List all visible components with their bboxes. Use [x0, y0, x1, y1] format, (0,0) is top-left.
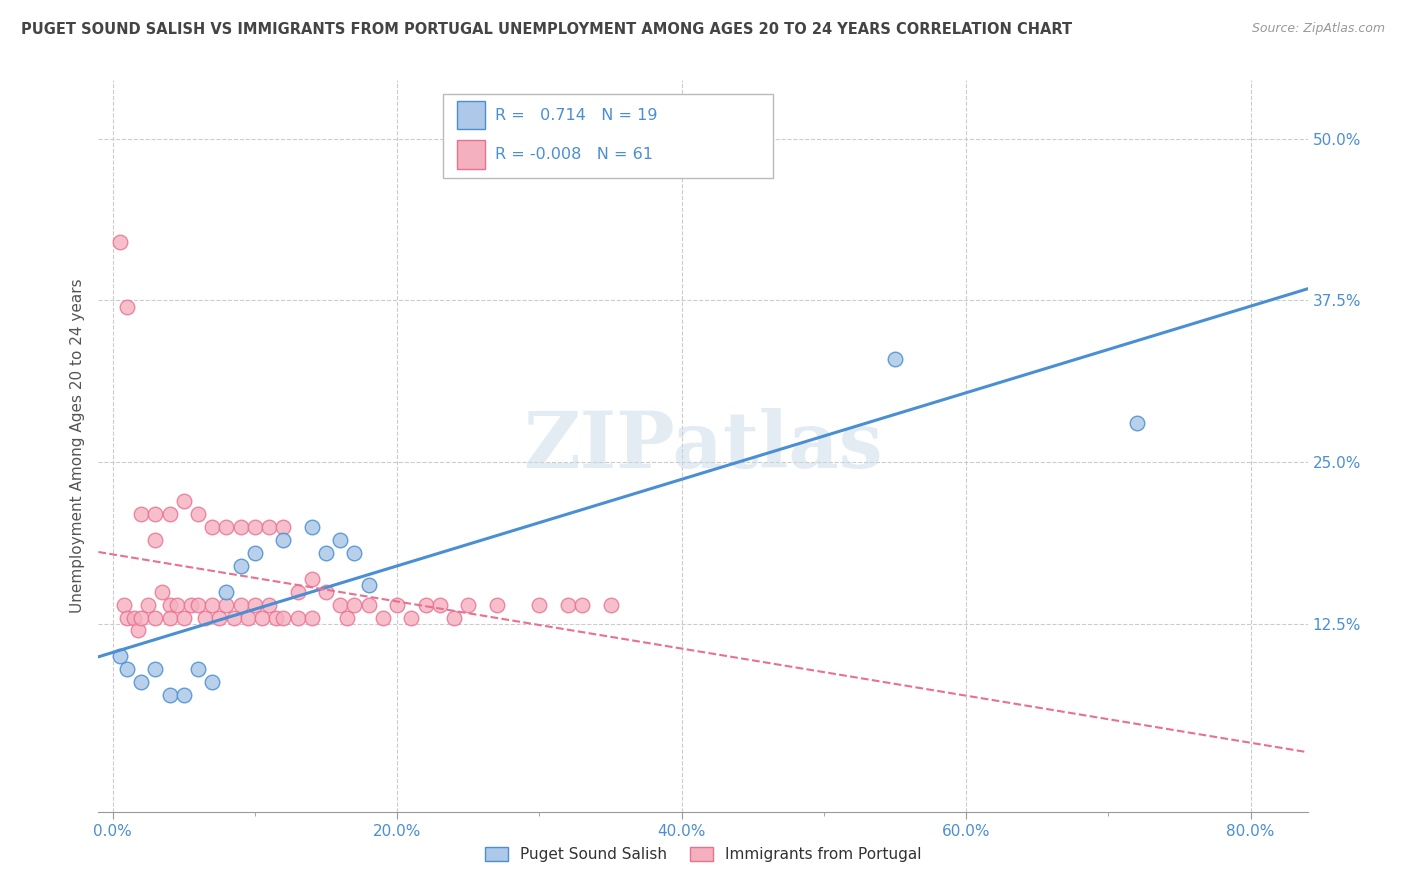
Point — [127, 624, 149, 638]
Point — [301, 572, 323, 586]
Point — [884, 351, 907, 366]
Point — [357, 598, 380, 612]
Text: Source: ZipAtlas.com: Source: ZipAtlas.com — [1251, 22, 1385, 36]
Point — [250, 610, 273, 624]
Point — [315, 584, 337, 599]
Point — [215, 520, 238, 534]
Text: R = -0.008   N = 61: R = -0.008 N = 61 — [495, 147, 652, 161]
Point — [187, 598, 209, 612]
Point — [336, 610, 359, 624]
Point — [571, 598, 593, 612]
Point — [187, 662, 209, 676]
Point — [187, 507, 209, 521]
Point — [143, 533, 166, 547]
Point — [357, 578, 380, 592]
Point — [115, 610, 138, 624]
Point — [143, 662, 166, 676]
Point — [257, 598, 280, 612]
Point — [112, 598, 135, 612]
Point — [443, 610, 465, 624]
Point — [152, 584, 174, 599]
Point — [229, 598, 252, 612]
Point — [173, 688, 195, 702]
Point — [343, 598, 366, 612]
Point — [287, 610, 309, 624]
Point — [301, 610, 323, 624]
Point — [273, 520, 295, 534]
Point — [529, 598, 551, 612]
Point — [229, 558, 252, 573]
Point — [273, 533, 295, 547]
Point — [115, 662, 138, 676]
Point — [257, 520, 280, 534]
Point — [243, 546, 266, 560]
Point — [599, 598, 621, 612]
Point — [371, 610, 394, 624]
Point — [329, 533, 352, 547]
Point — [136, 598, 159, 612]
Point — [215, 584, 238, 599]
Point — [159, 598, 181, 612]
Point — [457, 598, 479, 612]
Point — [301, 520, 323, 534]
Text: ZIPatlas: ZIPatlas — [523, 408, 883, 484]
Legend: Puget Sound Salish, Immigrants from Portugal: Puget Sound Salish, Immigrants from Port… — [477, 839, 929, 870]
Point — [108, 235, 131, 249]
Point — [159, 688, 181, 702]
Point — [329, 598, 352, 612]
Text: R =   0.714   N = 19: R = 0.714 N = 19 — [495, 108, 658, 122]
Point — [129, 610, 152, 624]
Point — [557, 598, 579, 612]
Point — [159, 507, 181, 521]
Point — [485, 598, 508, 612]
Point — [159, 610, 181, 624]
Point — [108, 649, 131, 664]
Point — [287, 584, 309, 599]
Text: PUGET SOUND SALISH VS IMMIGRANTS FROM PORTUGAL UNEMPLOYMENT AMONG AGES 20 TO 24 : PUGET SOUND SALISH VS IMMIGRANTS FROM PO… — [21, 22, 1073, 37]
Point — [215, 598, 238, 612]
Point — [201, 520, 224, 534]
Point — [315, 546, 337, 560]
Point — [1126, 417, 1149, 431]
Point — [143, 507, 166, 521]
Point — [343, 546, 366, 560]
Point — [129, 675, 152, 690]
Point — [129, 507, 152, 521]
Point — [122, 610, 145, 624]
Point — [173, 610, 195, 624]
Point — [115, 300, 138, 314]
Y-axis label: Unemployment Among Ages 20 to 24 years: Unemployment Among Ages 20 to 24 years — [69, 278, 84, 614]
Point — [143, 610, 166, 624]
Point — [201, 598, 224, 612]
Point — [385, 598, 408, 612]
Point — [166, 598, 188, 612]
Point — [229, 520, 252, 534]
Point — [194, 610, 217, 624]
Point — [429, 598, 451, 612]
Point — [243, 598, 266, 612]
Point — [180, 598, 202, 612]
Point — [173, 494, 195, 508]
Point — [273, 610, 295, 624]
Point — [201, 675, 224, 690]
Point — [415, 598, 437, 612]
Point — [243, 520, 266, 534]
Point — [264, 610, 287, 624]
Point — [236, 610, 259, 624]
Point — [222, 610, 245, 624]
Point — [401, 610, 423, 624]
Point — [208, 610, 231, 624]
